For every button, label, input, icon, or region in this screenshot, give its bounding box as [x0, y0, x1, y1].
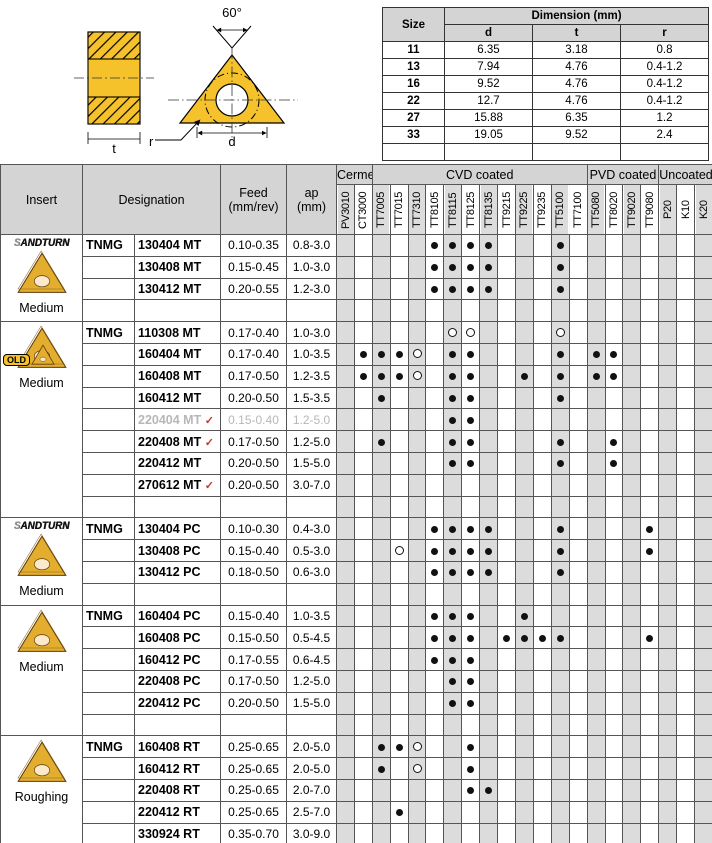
svg-text:d: d: [228, 134, 235, 149]
svg-text:60°: 60°: [222, 5, 242, 20]
svg-text:r: r: [149, 134, 154, 149]
svg-text:t: t: [112, 141, 116, 156]
